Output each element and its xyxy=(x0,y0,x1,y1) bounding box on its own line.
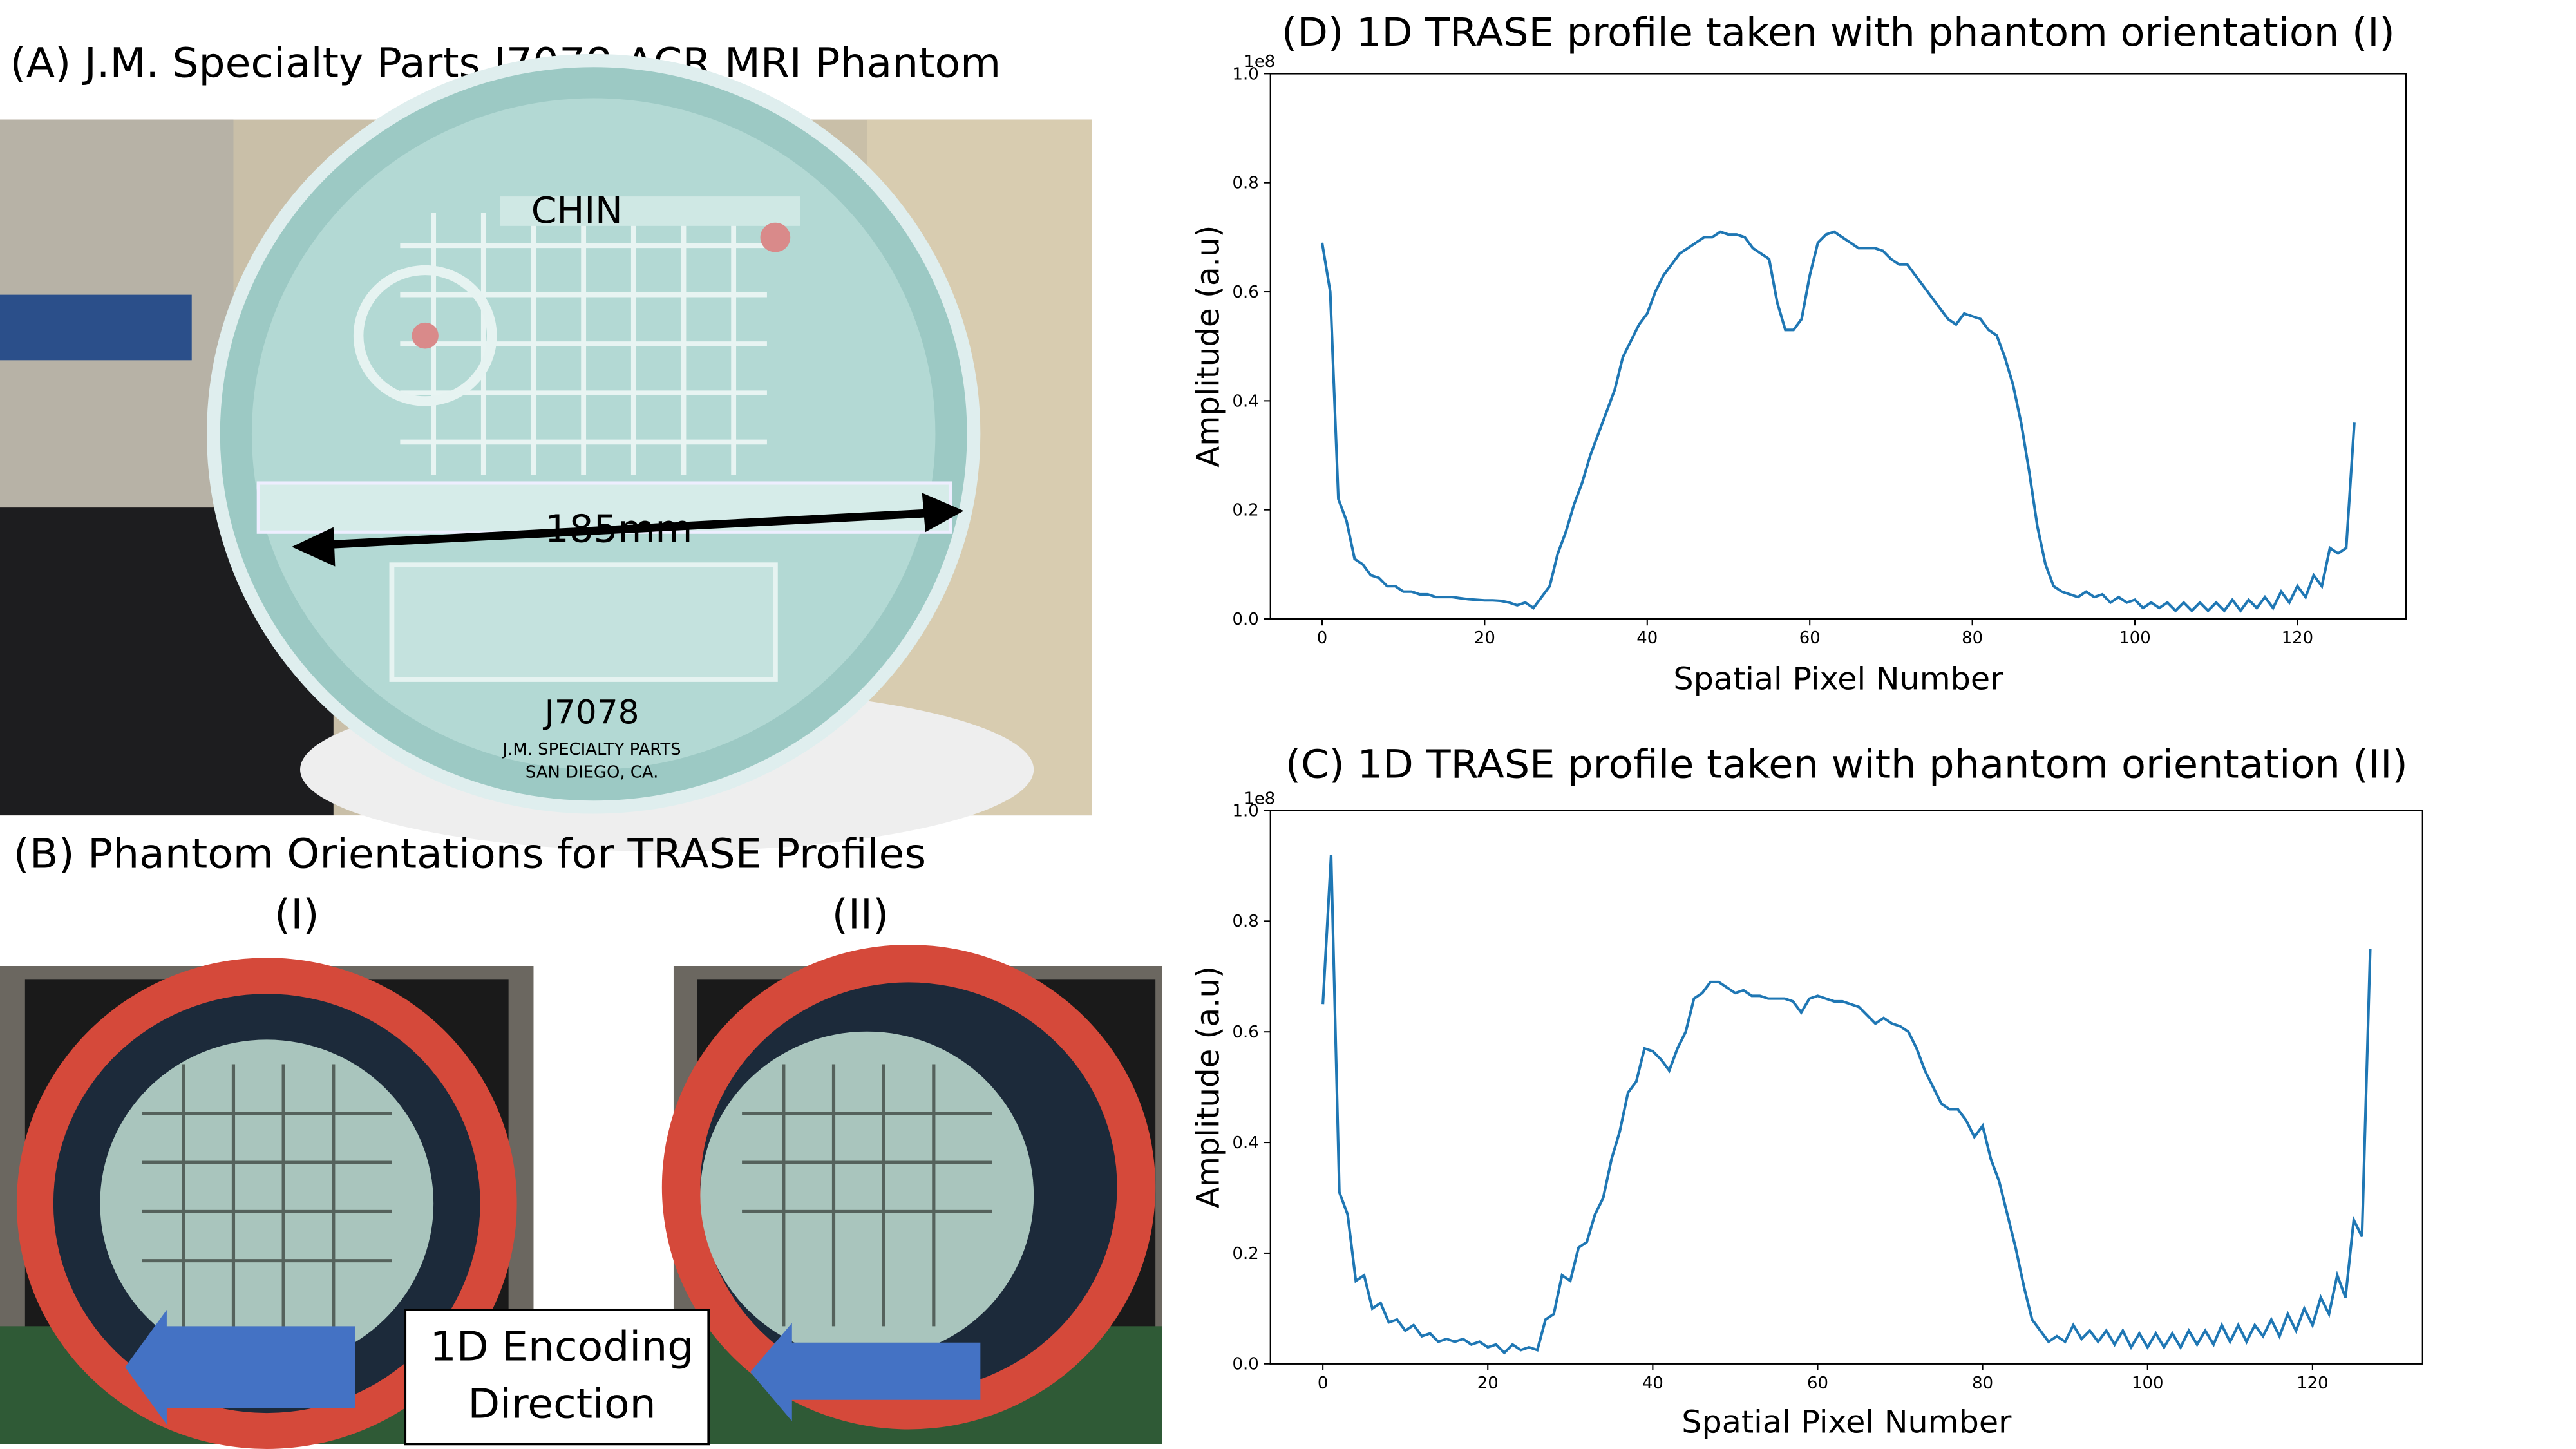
x-tick-label: 40 xyxy=(1636,629,1658,648)
x-tick-label: 20 xyxy=(1477,1374,1499,1393)
plot-frame xyxy=(1269,810,2423,1365)
y-tick-label: 0.6 xyxy=(1233,283,1259,302)
y-tick-label: 0.2 xyxy=(1233,501,1259,520)
panel-b-title: (B) Phantom Orientations for TRASE Profi… xyxy=(14,830,926,878)
y-tick-label: 0.0 xyxy=(1233,610,1259,629)
y-axis-label: Amplitude (a.u) xyxy=(1190,966,1227,1208)
x-tick-label: 0 xyxy=(1318,1374,1328,1393)
x-tick-label: 80 xyxy=(1962,629,1983,648)
axis-offset-label: 1e8 xyxy=(1244,52,1275,71)
data-line xyxy=(1320,230,2356,613)
y-tick-label: 1.0 xyxy=(1233,802,1259,821)
encoding-label: 1D Encoding xyxy=(430,1323,694,1370)
x-tick-label: 20 xyxy=(1474,629,1495,648)
x-tick-label: 120 xyxy=(2282,629,2313,648)
y-tick-label: 0.0 xyxy=(1233,1355,1259,1374)
x-axis-label: Spatial Pixel Number xyxy=(1681,1405,2012,1440)
orientation-label: (I) xyxy=(274,891,319,938)
x-tick-label: 60 xyxy=(1807,1374,1828,1393)
x-tick-label: 60 xyxy=(1799,629,1821,648)
data-line xyxy=(1321,855,2372,1355)
axis-offset-label: 1e8 xyxy=(1244,790,1275,809)
y-tick-label: 1.0 xyxy=(1233,65,1259,84)
x-tick-label: 100 xyxy=(2119,629,2150,648)
phantom-photo xyxy=(0,53,1092,852)
y-tick-label: 0.8 xyxy=(1233,174,1259,193)
y-tick-label: 0.4 xyxy=(1233,1133,1259,1153)
plot-frame xyxy=(1269,73,2407,620)
photo-text: CHIN xyxy=(531,190,623,231)
orientation-photo xyxy=(0,958,534,1449)
y-axis-label: Amplitude (a.u) xyxy=(1190,225,1227,468)
x-tick-label: 0 xyxy=(1317,629,1327,648)
chart-title: (D) 1D TRASE profile taken with phantom … xyxy=(1282,10,2395,55)
chart-title: (C) 1D TRASE profile taken with phantom … xyxy=(1285,741,2408,787)
dimension-label: 185mm xyxy=(545,507,693,551)
orientation-photo xyxy=(661,944,1162,1444)
label-box xyxy=(404,1308,710,1446)
photo-text: J7078 xyxy=(543,694,639,732)
x-axis-label: Spatial Pixel Number xyxy=(1673,661,2003,697)
photo-text: SAN DIEGO, CA. xyxy=(526,763,658,782)
x-tick-label: 100 xyxy=(2132,1374,2163,1393)
orientation-label: (II) xyxy=(832,891,889,938)
y-tick-label: 0.4 xyxy=(1233,392,1259,411)
y-tick-label: 0.6 xyxy=(1233,1023,1259,1042)
y-tick-label: 0.8 xyxy=(1233,912,1259,931)
y-tick-label: 0.2 xyxy=(1233,1244,1259,1264)
x-tick-label: 80 xyxy=(1972,1374,1993,1393)
x-tick-label: 40 xyxy=(1642,1374,1663,1393)
photo-text: J.M. SPECIALTY PARTS xyxy=(502,740,681,759)
x-tick-label: 120 xyxy=(2297,1374,2328,1393)
encoding-label: Direction xyxy=(468,1380,656,1428)
